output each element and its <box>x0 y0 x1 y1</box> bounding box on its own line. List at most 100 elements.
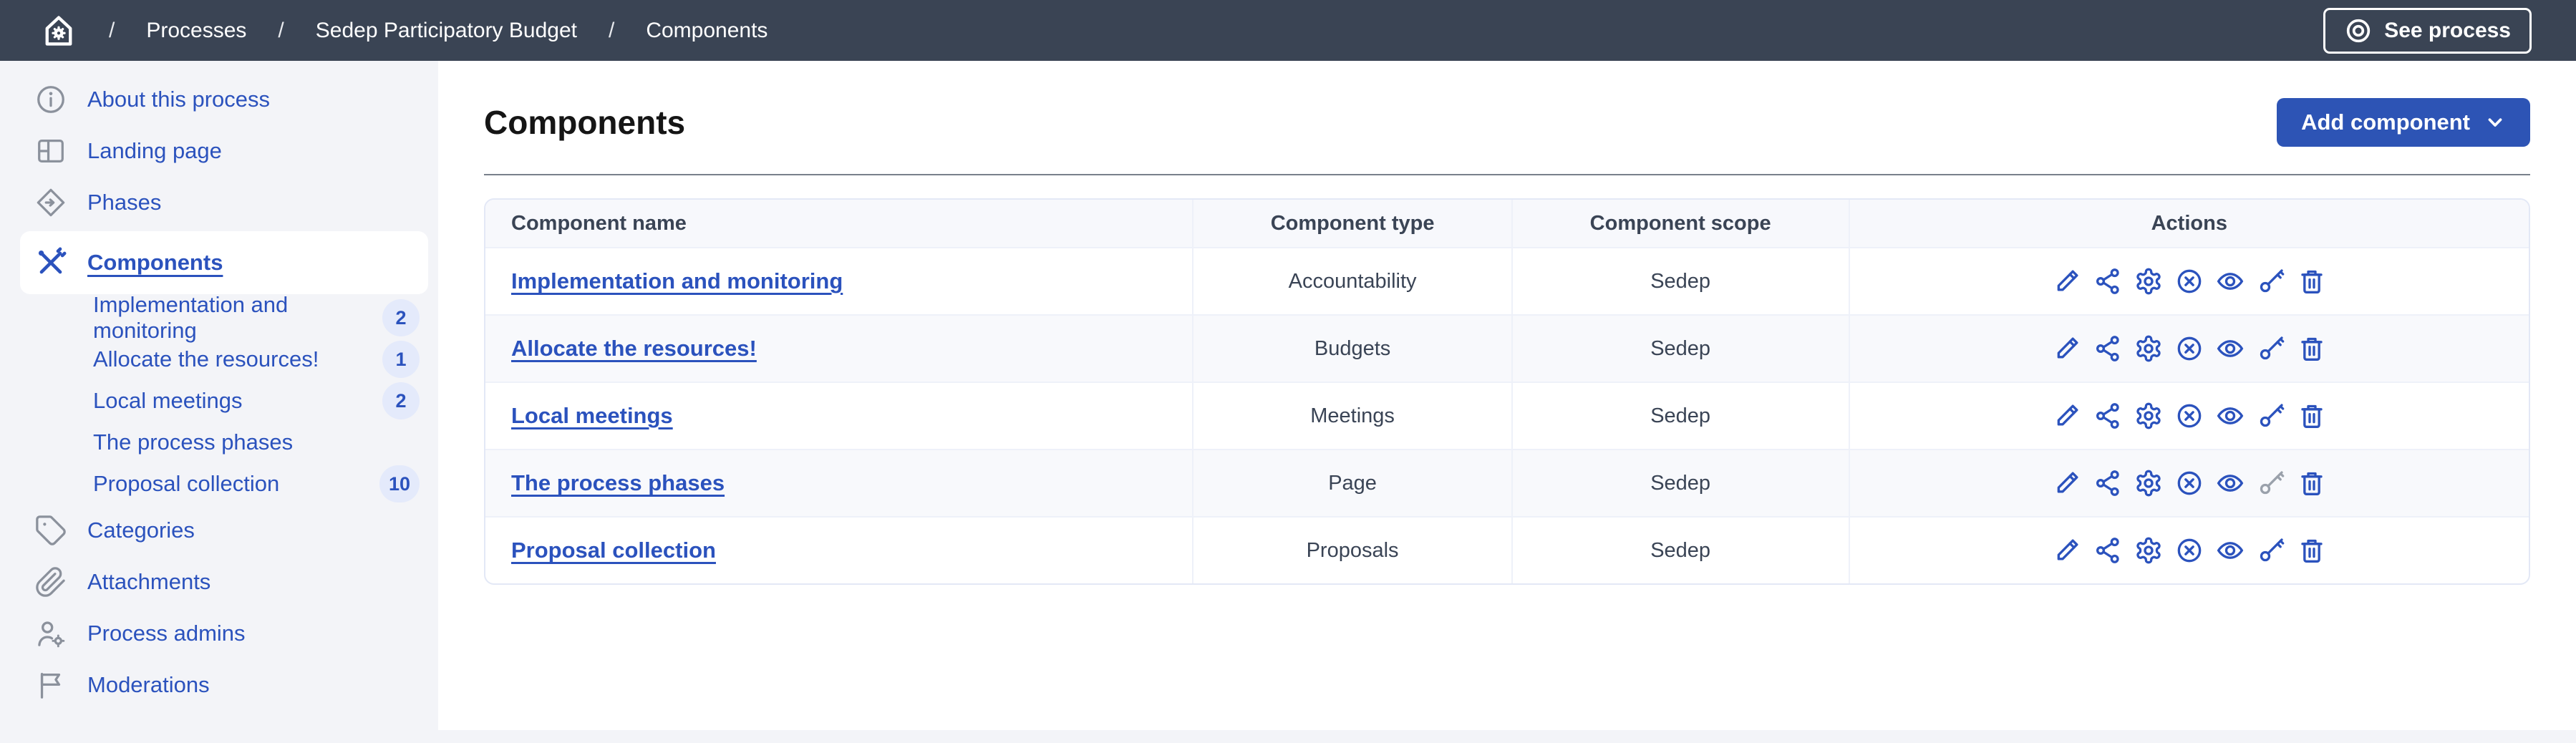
preview-eye-icon[interactable] <box>2216 267 2245 296</box>
table-row: Proposal collection Proposals Sedep <box>485 516 2529 583</box>
breadcrumb-separator: / <box>278 18 284 42</box>
tools-icon <box>34 246 67 279</box>
unpublish-circle-x-icon[interactable] <box>2175 536 2204 565</box>
component-scope: Sedep <box>1511 450 1849 516</box>
component-type: Meetings <box>1192 383 1511 449</box>
sidebar-item-phases[interactable]: Phases <box>0 177 438 228</box>
component-name-link[interactable]: Implementation and monitoring <box>511 268 843 293</box>
sidebar-item-label: Moderations <box>87 672 210 697</box>
main-content: Components Add component Component name … <box>438 61 2576 730</box>
sidebar-item-label: Attachments <box>87 569 211 594</box>
configure-gear-icon[interactable] <box>2134 334 2163 363</box>
delete-trash-icon[interactable] <box>2297 469 2326 497</box>
edit-icon[interactable] <box>2053 267 2081 296</box>
component-name-link[interactable]: Local meetings <box>511 403 673 428</box>
preview-eye-icon[interactable] <box>2216 334 2245 363</box>
edit-icon[interactable] <box>2053 402 2081 430</box>
see-process-button[interactable]: See process <box>2323 7 2532 54</box>
breadcrumb-separator: / <box>608 18 615 42</box>
preview-eye-icon[interactable] <box>2216 469 2245 497</box>
edit-icon[interactable] <box>2053 334 2081 363</box>
unpublish-circle-x-icon[interactable] <box>2175 267 2204 296</box>
unpublish-circle-x-icon[interactable] <box>2175 334 2204 363</box>
component-type: Page <box>1192 450 1511 516</box>
component-type: Accountability <box>1192 248 1511 314</box>
edit-icon[interactable] <box>2053 536 2081 565</box>
home-icon[interactable] <box>40 12 77 49</box>
delete-trash-icon[interactable] <box>2297 267 2326 296</box>
sidebar-item-landing-page[interactable]: Landing page <box>0 125 438 177</box>
sidebar-item-process-admins[interactable]: Process admins <box>0 608 438 659</box>
permissions-key-icon[interactable] <box>2257 267 2285 296</box>
sidebar-item-label: Components <box>87 250 223 275</box>
component-name-link[interactable]: Proposal collection <box>511 538 716 563</box>
permissions-key-icon[interactable] <box>2257 334 2285 363</box>
delete-trash-icon[interactable] <box>2297 402 2326 430</box>
component-scope: Sedep <box>1511 316 1849 382</box>
share-icon[interactable] <box>2093 536 2122 565</box>
col-header-component-type: Component type <box>1192 200 1511 247</box>
component-name-link[interactable]: The process phases <box>511 470 725 495</box>
breadcrumb-separator: / <box>109 18 115 42</box>
count-badge: 2 <box>382 382 420 419</box>
count-badge: 1 <box>382 341 420 378</box>
preview-eye-icon[interactable] <box>2216 402 2245 430</box>
permissions-key-icon[interactable] <box>2257 536 2285 565</box>
share-icon[interactable] <box>2093 334 2122 363</box>
component-type: Proposals <box>1192 518 1511 583</box>
unpublish-circle-x-icon[interactable] <box>2175 469 2204 497</box>
unpublish-circle-x-icon[interactable] <box>2175 402 2204 430</box>
add-component-button[interactable]: Add component <box>2277 98 2530 147</box>
delete-trash-icon[interactable] <box>2297 334 2326 363</box>
component-type: Budgets <box>1192 316 1511 382</box>
info-icon <box>34 83 67 116</box>
delete-trash-icon[interactable] <box>2297 536 2326 565</box>
sidebar-subitem-proposal-collection[interactable]: Proposal collection 10 <box>0 463 438 505</box>
sidebar-item-about[interactable]: About this process <box>0 74 438 125</box>
breadcrumb-process-name[interactable]: Sedep Participatory Budget <box>315 18 577 42</box>
add-component-label: Add component <box>2301 110 2470 135</box>
table-row: Allocate the resources! Budgets Sedep <box>485 314 2529 382</box>
table-row: The process phases Page Sedep <box>485 449 2529 516</box>
sidebar-subitem-process-phases[interactable]: The process phases <box>0 422 438 463</box>
sidebar-subitem-local-meetings[interactable]: Local meetings 2 <box>0 380 438 422</box>
user-gear-icon <box>34 617 67 650</box>
col-header-component-scope: Component scope <box>1511 200 1849 247</box>
component-name-link[interactable]: Allocate the resources! <box>511 336 757 361</box>
permissions-key-icon <box>2257 469 2285 497</box>
subitem-label: Implementation and monitoring <box>93 292 289 343</box>
flag-icon <box>34 669 67 701</box>
share-icon[interactable] <box>2093 402 2122 430</box>
component-scope: Sedep <box>1511 383 1849 449</box>
share-icon[interactable] <box>2093 267 2122 296</box>
topbar: / Processes / Sedep Participatory Budget… <box>0 0 2576 61</box>
tag-icon <box>34 514 67 547</box>
chevron-down-icon <box>2484 112 2506 133</box>
sidebar-item-moderations[interactable]: Moderations <box>0 659 438 711</box>
subitem-label: Local meetings <box>93 388 243 413</box>
breadcrumb-components[interactable]: Components <box>646 18 768 42</box>
breadcrumb-processes[interactable]: Processes <box>146 18 247 42</box>
sidebar-item-categories[interactable]: Categories <box>0 505 438 556</box>
share-icon[interactable] <box>2093 469 2122 497</box>
permissions-key-icon[interactable] <box>2257 402 2285 430</box>
edit-icon[interactable] <box>2053 469 2081 497</box>
sidebar-item-components[interactable]: Components <box>20 231 428 294</box>
table-row: Implementation and monitoring Accountabi… <box>485 247 2529 314</box>
sidebar-subitem-implementation[interactable]: Implementation and monitoring 2 <box>0 292 438 343</box>
preview-eye-icon[interactable] <box>2216 536 2245 565</box>
subitem-label: The process phases <box>93 429 294 455</box>
sidebar-item-label: Process admins <box>87 621 246 646</box>
configure-gear-icon[interactable] <box>2134 536 2163 565</box>
header-divider <box>484 174 2530 175</box>
sidebar-subitem-allocate[interactable]: Allocate the resources! 1 <box>0 339 438 380</box>
paperclip-icon <box>34 565 67 598</box>
sidebar-item-attachments[interactable]: Attachments <box>0 556 438 608</box>
col-header-component-name: Component name <box>511 211 687 235</box>
eye-circle-icon <box>2344 16 2373 45</box>
layout-icon <box>34 135 67 167</box>
configure-gear-icon[interactable] <box>2134 469 2163 497</box>
configure-gear-icon[interactable] <box>2134 267 2163 296</box>
configure-gear-icon[interactable] <box>2134 402 2163 430</box>
sidebar-item-label: Phases <box>87 190 162 215</box>
